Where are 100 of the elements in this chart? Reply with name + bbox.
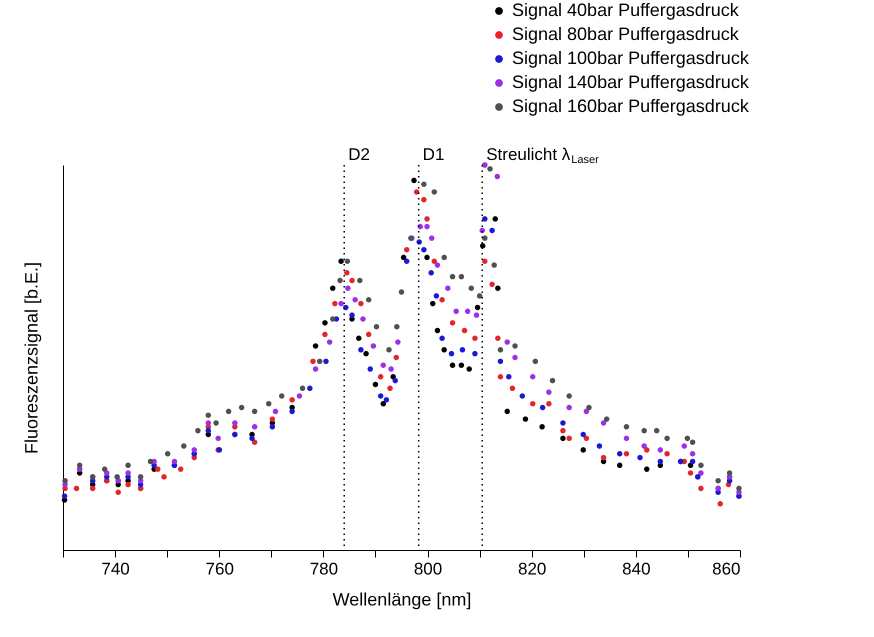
point [654,428,660,434]
point [474,304,480,310]
point [125,482,131,488]
point [300,386,306,392]
point [386,347,392,353]
point [539,424,545,430]
x-tick-label: 840 [622,560,651,578]
point [506,374,512,380]
point [482,216,488,222]
point [421,246,427,252]
point [510,386,516,392]
point [550,378,556,384]
point [624,451,630,456]
point [684,436,690,442]
point [641,443,647,449]
point [344,270,350,276]
point [332,300,338,306]
point [644,466,650,472]
point [717,501,723,507]
point [522,416,528,422]
point [495,285,501,291]
point [338,258,344,264]
point [358,347,364,353]
point [546,400,552,406]
point [736,486,742,492]
point [345,285,351,291]
point [586,404,592,410]
point [464,308,470,314]
point [504,339,510,345]
point [356,336,362,341]
point [206,420,212,426]
x-tick-label: 740 [101,560,130,578]
point [398,289,404,295]
point [715,478,721,484]
point [489,282,495,288]
point [472,350,478,356]
point [191,447,197,453]
point [494,174,500,180]
point [439,336,445,341]
point [312,343,318,349]
point [394,354,400,360]
point [664,451,670,456]
point [604,416,610,422]
point [421,182,427,187]
point [690,451,696,456]
point [448,350,454,356]
point [664,436,670,442]
point [445,285,451,291]
y-axis-title: Fluoreszenzsignal [b.E.] [22,262,42,454]
point [102,466,108,472]
point [540,404,546,410]
point [641,428,647,434]
point [498,347,504,353]
point [644,447,650,453]
point [270,424,276,430]
point [272,408,278,414]
point [338,300,344,306]
point [512,354,518,360]
point [337,278,343,284]
point [560,420,566,426]
point [482,235,488,241]
ref-line-label: D1 [422,145,444,164]
point [206,428,212,434]
point [404,246,410,252]
point [172,458,178,464]
point [466,366,472,372]
point [62,478,68,484]
point [450,362,456,368]
point [115,490,121,495]
point [322,332,328,338]
point [395,339,401,345]
point [434,262,440,268]
point [560,428,566,434]
point [363,350,369,356]
point [600,420,606,426]
point [266,400,272,406]
point [441,254,447,260]
point [384,397,390,403]
point [498,358,504,364]
point [495,336,501,341]
point [698,462,704,468]
point [249,436,255,442]
point [492,216,498,222]
point [512,343,518,349]
point [566,404,572,410]
point [637,454,643,460]
point [278,393,284,399]
x-tick-label: 780 [310,560,338,578]
x-tick-label: 860 [712,560,740,578]
point [74,486,80,492]
point [370,343,376,349]
point [252,408,258,414]
point [566,436,572,442]
point [195,428,201,434]
point [344,258,350,264]
x-tick-label: 800 [414,560,442,578]
point [430,300,436,306]
point [400,254,406,260]
point [698,470,704,476]
point [380,362,386,368]
